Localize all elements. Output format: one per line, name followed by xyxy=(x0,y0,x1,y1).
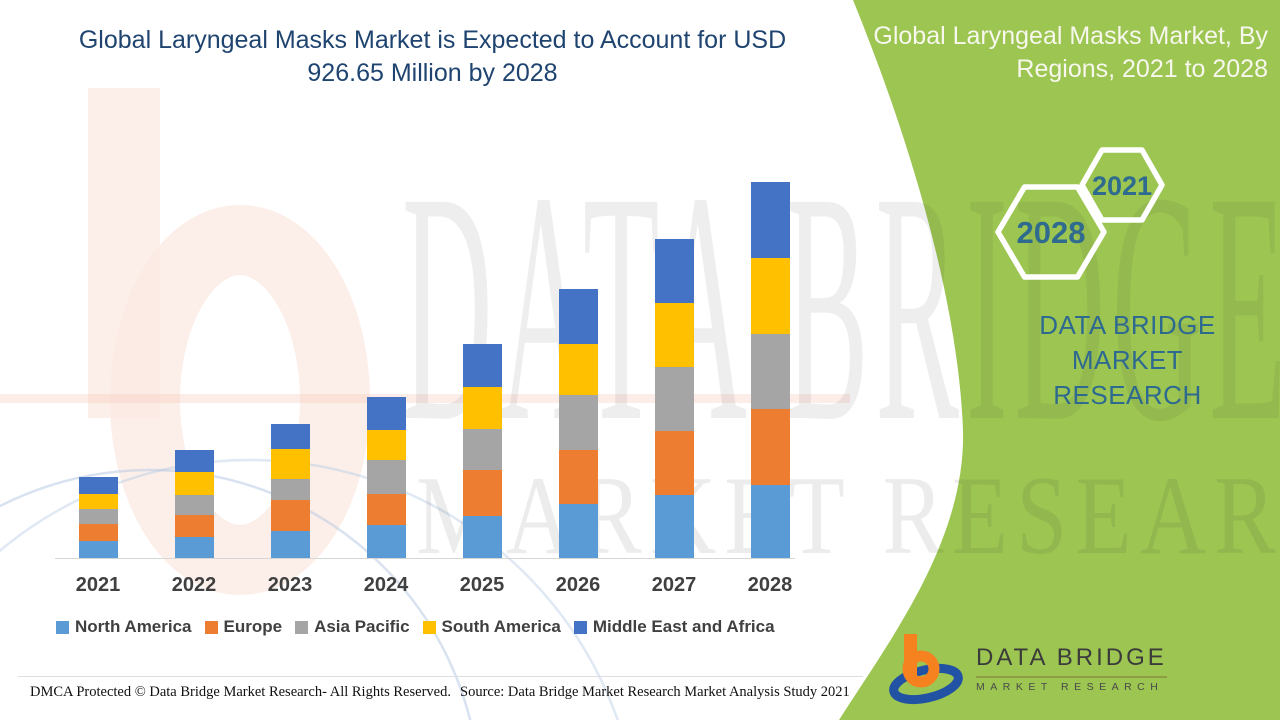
company-logo: DATA BRIDGE MARKET RESEARCH xyxy=(888,632,1278,714)
bar-segment-europe xyxy=(654,430,694,495)
legend-item-middle-east-and-africa: Middle East and Africa xyxy=(573,617,775,637)
logo-tagline-text: MARKET RESEARCH xyxy=(976,681,1164,693)
bar-segment-north-america xyxy=(558,504,598,558)
bar-segment-north-america xyxy=(654,494,694,558)
x-axis-label-2028: 2028 xyxy=(747,574,793,596)
bar-segment-europe xyxy=(750,408,790,486)
legend-label-asia-pacific: Asia Pacific xyxy=(314,617,410,636)
bar-2022 xyxy=(174,450,214,558)
source-note: Source: Data Bridge Market Research Mark… xyxy=(460,684,850,700)
bar-segment-north-america xyxy=(366,524,406,558)
bar-segment-asia-pacific xyxy=(462,428,502,471)
x-axis-label-2027: 2027 xyxy=(651,574,697,596)
bar-chart: 2021 2022 2023 2024 2025 2026 2027 2028 xyxy=(55,182,795,596)
x-axis-label-2024: 2024 xyxy=(363,574,409,596)
bar-segment-middle-east-and-africa xyxy=(174,450,214,472)
logo-name-text: DATA BRIDGE xyxy=(976,644,1167,678)
legend-label-middle-east-and-africa: Middle East and Africa xyxy=(592,617,775,636)
bar-segment-middle-east-and-africa xyxy=(270,423,310,450)
bar-segment-north-america xyxy=(174,536,214,558)
legend-label-south-america: South America xyxy=(441,617,561,636)
bar-2021 xyxy=(78,477,118,558)
bar-segment-south-america xyxy=(366,429,406,460)
bar-segment-asia-pacific xyxy=(366,459,406,494)
legend-item-asia-pacific: Asia Pacific xyxy=(295,617,410,637)
x-axis-label-2025: 2025 xyxy=(459,574,505,596)
company-logo-icon xyxy=(889,634,963,705)
bar-segment-north-america xyxy=(78,541,118,558)
bar-segment-europe xyxy=(174,515,214,537)
bar-segment-europe xyxy=(462,470,502,516)
legend-label-north-america: North America xyxy=(75,617,192,636)
legend-swatch-middle-east-and-africa xyxy=(573,620,587,634)
bar-segment-north-america xyxy=(750,485,790,558)
legend-swatch-north-america xyxy=(56,620,69,634)
x-axis-label-2021: 2021 xyxy=(75,574,121,596)
bar-segment-asia-pacific xyxy=(270,478,310,501)
x-axis-label-2026: 2026 xyxy=(555,574,601,596)
x-axis-line xyxy=(55,558,795,559)
bar-2023 xyxy=(270,423,310,558)
hexagon-2028-label: 2028 xyxy=(1017,215,1086,250)
footer-divider xyxy=(18,676,863,677)
x-axis-label-2022: 2022 xyxy=(171,574,217,596)
bar-segment-asia-pacific xyxy=(174,495,214,516)
bar-segment-north-america xyxy=(270,531,310,558)
bar-2028 xyxy=(750,182,790,558)
legend-swatch-asia-pacific xyxy=(295,620,309,634)
bar-segment-south-america xyxy=(750,257,790,334)
bar-segment-europe xyxy=(366,493,406,525)
brand-wordmark: DATA BRIDGE MARKET RESEARCH xyxy=(1039,310,1216,411)
bar-segment-south-america xyxy=(654,302,694,367)
hexagon-2021-label: 2021 xyxy=(1092,171,1152,201)
bar-segment-middle-east-and-africa xyxy=(462,343,502,387)
chart-title: Global Laryngeal Masks Market is Expecte… xyxy=(78,26,787,87)
legend-item-south-america: South America xyxy=(422,617,561,637)
bar-segment-middle-east-and-africa xyxy=(654,239,694,303)
side-panel-title: Global Laryngeal Masks Market, By Regions… xyxy=(873,22,1268,83)
bar-segment-south-america xyxy=(174,471,214,496)
bar-segment-south-america xyxy=(462,386,502,429)
bar-segment-middle-east-and-africa xyxy=(558,289,598,345)
legend-item-north-america: North America xyxy=(56,617,192,637)
bar-segment-middle-east-and-africa xyxy=(750,182,790,258)
bar-segment-south-america xyxy=(558,344,598,395)
bar-segment-north-america xyxy=(462,515,502,558)
bar-segment-asia-pacific xyxy=(654,366,694,431)
bar-segment-asia-pacific xyxy=(750,333,790,409)
bar-2027 xyxy=(654,239,694,558)
chart-legend: North America Europe Asia Pacific South Ame… xyxy=(56,617,775,637)
legend-label-europe: Europe xyxy=(223,617,283,636)
bar-2026 xyxy=(558,289,598,558)
bar-segment-south-america xyxy=(78,493,118,509)
bar-segment-europe xyxy=(558,449,598,505)
bar-segment-asia-pacific xyxy=(558,394,598,450)
dmca-notice: DMCA Protected © Data Bridge Market Rese… xyxy=(30,684,451,700)
legend-swatch-south-america xyxy=(422,620,436,634)
x-axis-label-2023: 2023 xyxy=(267,574,313,596)
bar-segment-south-america xyxy=(270,449,310,479)
bar-segment-europe xyxy=(270,500,310,532)
bar-segment-middle-east-and-africa xyxy=(366,396,406,430)
legend-swatch-europe xyxy=(204,620,218,634)
bar-segment-asia-pacific xyxy=(78,508,118,524)
bar-segment-europe xyxy=(78,523,118,542)
legend-item-europe: Europe xyxy=(204,617,283,637)
bar-segment-middle-east-and-africa xyxy=(78,477,118,494)
bar-2024 xyxy=(366,396,406,558)
bar-2025 xyxy=(462,343,502,558)
